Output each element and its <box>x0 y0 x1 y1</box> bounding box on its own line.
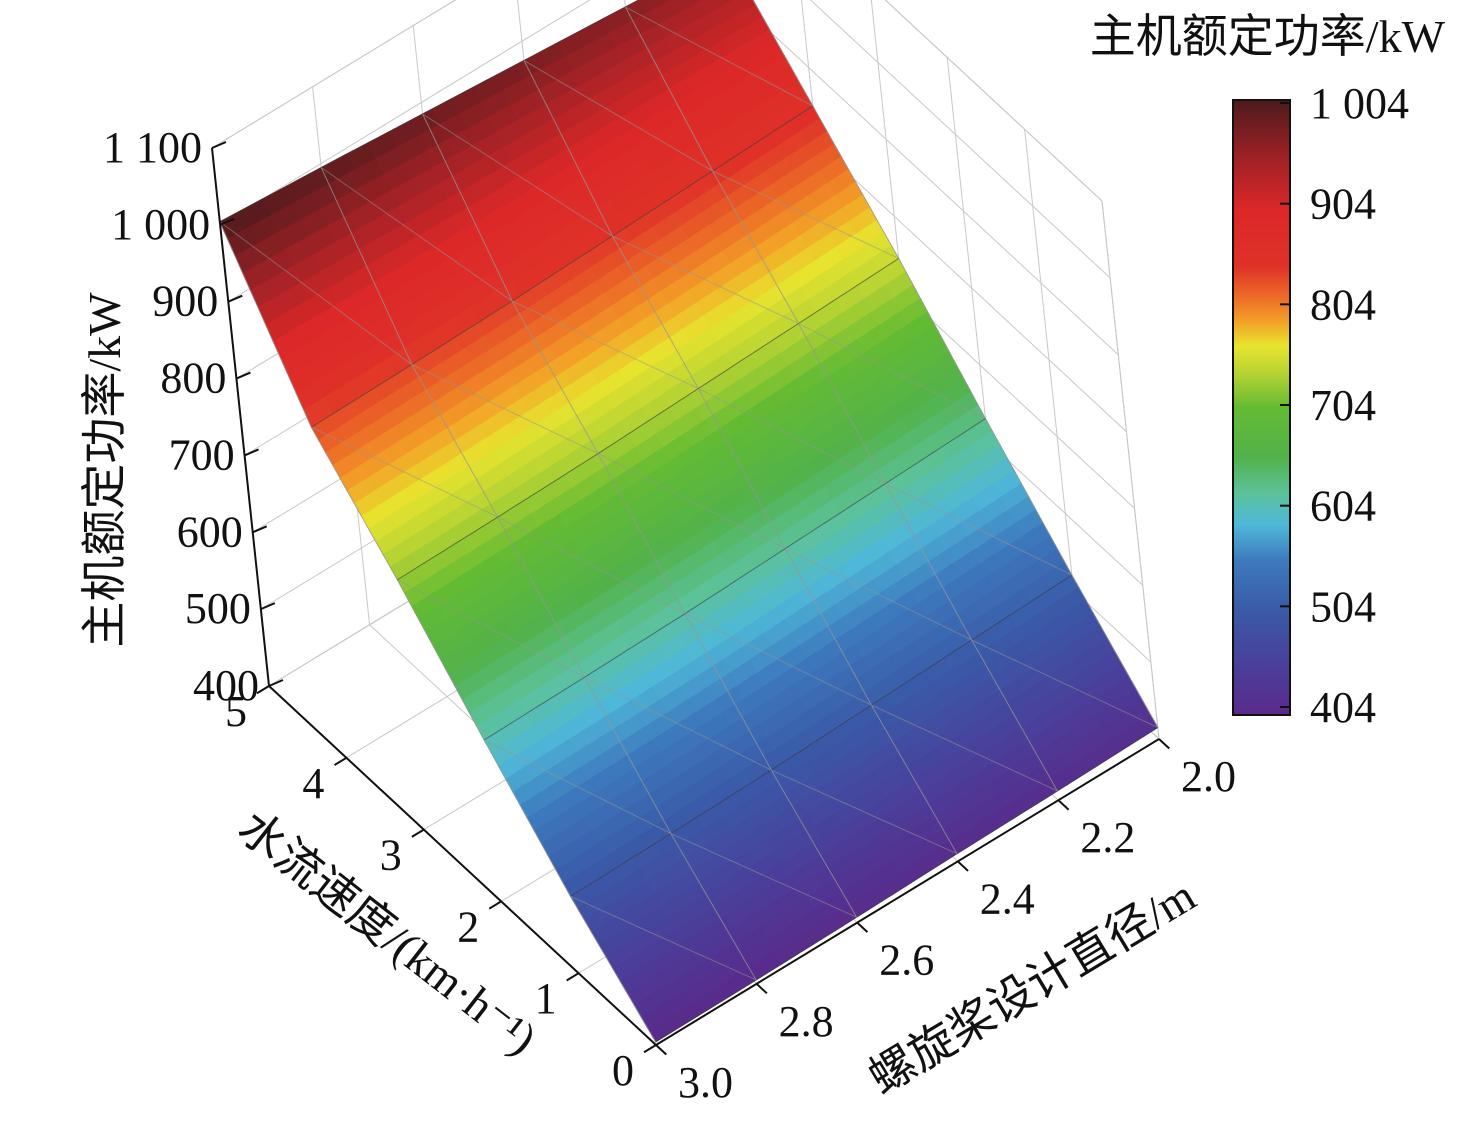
mesh-diagonal <box>612 235 799 324</box>
mesh-diagonal <box>885 483 1073 576</box>
diameter-tick-label: 2.4 <box>980 874 1035 923</box>
mesh-diagonal <box>397 579 585 678</box>
diameter-axis-line <box>655 738 1160 1046</box>
power-tick-label: 900 <box>152 277 218 326</box>
mesh-line-diameter <box>523 60 958 854</box>
mesh-diagonal <box>670 833 857 918</box>
mesh-diagonal <box>483 739 672 835</box>
mesh-diagonal <box>784 548 972 641</box>
mesh-diagonal <box>219 221 413 365</box>
power-tick-mark <box>227 294 243 303</box>
speed-tick-label: 1 <box>535 974 557 1023</box>
colorbar-title: 主机额定功率/kW <box>1090 11 1446 62</box>
colorbar-tick-label: 704 <box>1310 381 1376 430</box>
power-tick-mark <box>219 217 235 226</box>
speed-tick-label: 4 <box>302 759 324 808</box>
colorbar-tick-label: 404 <box>1310 683 1376 732</box>
mesh-diagonal <box>497 516 686 615</box>
mesh-diagonal <box>712 170 899 259</box>
mesh-diagonal <box>320 167 513 302</box>
mesh-diagonal <box>698 388 886 485</box>
power-axis-title: 主机额定功率/kW <box>79 292 130 648</box>
diameter-tick-label: 3.0 <box>678 1058 733 1107</box>
power-tick-label: 400 <box>193 661 259 710</box>
diameter-tick-label: 2.8 <box>779 997 834 1046</box>
speed-tick-label: 5 <box>225 687 247 736</box>
diameter-tick-label: 2.6 <box>879 936 934 985</box>
mesh-diagonal <box>570 895 757 981</box>
mesh-line-speed <box>397 257 899 581</box>
colorbar-tick-label: 904 <box>1310 180 1376 229</box>
mesh-line-diameter <box>219 221 657 1043</box>
power-tick-label: 500 <box>185 584 251 633</box>
power-tick-label: 1 100 <box>103 123 202 172</box>
colorbar-tick-label: 1 004 <box>1310 79 1409 128</box>
diameter-tick-mark <box>655 1044 667 1056</box>
mesh-diagonal <box>311 426 498 518</box>
diameter-tick-label: 2.0 <box>1181 752 1236 801</box>
power-tick-mark <box>236 371 251 380</box>
power-tick-label: 700 <box>169 430 235 479</box>
power-tick-label: 600 <box>177 507 243 556</box>
speed-tick-mark <box>643 1044 657 1054</box>
mesh-diagonal <box>597 453 786 550</box>
power-tick-label: 1 000 <box>111 200 210 249</box>
power-tick-mark <box>211 141 227 149</box>
power-tick-mark <box>252 525 268 534</box>
speed-tick-label: 0 <box>612 1046 634 1095</box>
colorbar: 主机额定功率/kW 404 504 604 704 804 904 1 004 <box>1090 11 1446 732</box>
z-gridline <box>219 0 1111 279</box>
mesh-line-diameter <box>624 6 1058 792</box>
mesh-line-speed <box>219 0 640 223</box>
speed-tick-mark <box>256 685 270 695</box>
power-tick-mark <box>268 679 284 687</box>
mesh-diagonal <box>625 6 813 107</box>
mesh-line-speed <box>483 418 986 741</box>
colorbar-tick-label: 804 <box>1310 280 1376 329</box>
speed-tick-label: 2 <box>457 902 479 951</box>
mesh-line-diameter <box>752 0 1159 728</box>
speed-tick-label: 3 <box>380 831 402 880</box>
speed-axis-line <box>268 685 657 1046</box>
mesh-diagonal <box>971 639 1158 728</box>
mesh-diagonal <box>684 613 872 706</box>
colorbar-gradient <box>1232 99 1291 716</box>
mesh-diagonal <box>871 704 1058 792</box>
diameter-tick-label: 2.2 <box>1080 813 1135 862</box>
colorbar-tick-label: 504 <box>1310 582 1376 631</box>
colorbar-tick-label: 604 <box>1310 482 1376 531</box>
mesh-line-speed <box>655 727 1159 1043</box>
power-tick-label: 800 <box>160 354 226 403</box>
mesh-line-speed <box>570 574 1073 897</box>
diameter-tick-mark <box>1158 738 1170 750</box>
mesh-diagonal <box>798 323 986 420</box>
v-wall-gridline <box>1101 200 1160 740</box>
mesh-diagonal <box>771 769 958 855</box>
surface-mesh <box>219 0 1159 1043</box>
diameter-tick-mark <box>856 921 869 933</box>
power-axis-line <box>211 147 270 687</box>
diameter-tick-mark <box>957 860 969 872</box>
mesh-diagonal <box>411 364 599 455</box>
speed-tick-mark <box>333 756 347 766</box>
mesh-diagonal <box>584 676 772 771</box>
mesh-diagonal <box>523 60 713 172</box>
mesh-line-diameter <box>422 113 858 918</box>
speed-tick-mark <box>566 972 580 982</box>
mesh-diagonal <box>422 113 613 237</box>
z-gridline <box>211 0 1103 202</box>
mesh-diagonal <box>511 300 699 389</box>
diameter-tick-mark <box>755 983 768 995</box>
power-tick-mark <box>244 448 259 457</box>
speed-tick-mark <box>411 828 425 838</box>
power-tick-mark <box>260 602 276 611</box>
mesh-line-speed <box>311 105 814 428</box>
diameter-tick-mark <box>1057 799 1070 811</box>
mesh-line-diameter <box>320 167 757 981</box>
speed-tick-mark <box>488 900 502 910</box>
